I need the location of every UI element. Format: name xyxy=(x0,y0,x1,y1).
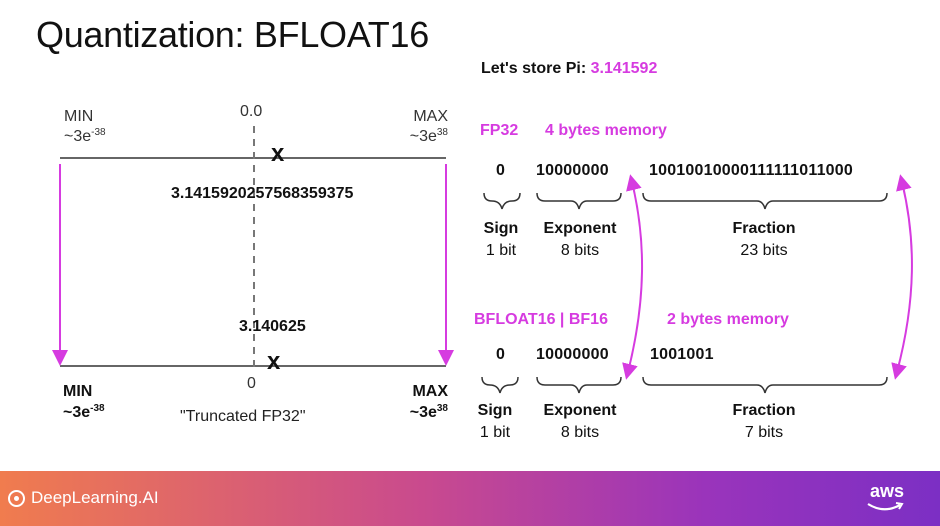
bf16-exponent-brace xyxy=(536,376,622,394)
fp32-sign-bits: 0 xyxy=(496,162,506,179)
bottom-max-label: MAX ~3e38 xyxy=(409,383,448,421)
bf16-stored-value: 3.140625 xyxy=(239,318,306,335)
bf16-fraction-bits: 1001001 xyxy=(650,346,714,363)
slide-title: Quantization: BFLOAT16 xyxy=(36,14,429,55)
top-max-label: MAX ~3e38 xyxy=(409,108,448,145)
top-zero-label: 0.0 xyxy=(240,103,263,120)
bf16-sign-bits: 0 xyxy=(496,346,506,363)
top-min-label: MIN ~3e-38 xyxy=(64,108,106,145)
fraction-link-arrow xyxy=(891,174,913,380)
aws-logo: aws xyxy=(869,481,904,501)
fp32-memory-size: 4 bytes memory xyxy=(545,122,667,139)
bottom-min-label: MIN ~3e-38 xyxy=(63,383,105,421)
footer-bar: DeepLearning.AI aws xyxy=(0,471,940,526)
bf16-exponent-bits: 10000000 xyxy=(536,346,609,363)
bf16-fraction-caption: Fraction 7 bits xyxy=(732,402,796,441)
fp32-sign-brace xyxy=(483,192,521,210)
bf16-exponent-caption: Exponent 8 bits xyxy=(543,402,617,441)
fp32-sign-caption: Sign 1 bit xyxy=(483,220,519,259)
aws-smile-icon xyxy=(867,502,904,511)
truncated-fp32-caption: "Truncated FP32" xyxy=(180,408,306,425)
bf16-memory-size: 2 bytes memory xyxy=(667,311,789,328)
deeplearning-logo-icon xyxy=(8,490,25,507)
exponent-link-arrow xyxy=(622,174,643,380)
fp32-fraction-caption: Fraction 23 bits xyxy=(732,220,796,259)
fp32-exponent-bits: 10000000 xyxy=(536,162,609,179)
fp32-exponent-caption: Exponent 8 bits xyxy=(543,220,617,259)
pi-value: 3.141592 xyxy=(590,60,658,77)
fp32-stored-value: 3.1415920257568359375 xyxy=(171,185,354,202)
bf16-sign-caption: Sign 1 bit xyxy=(477,402,513,441)
fp32-x-mark: x xyxy=(271,140,285,167)
fp32-exponent-brace xyxy=(536,192,622,210)
pi-statement: Let's store Pi: 3.141592 xyxy=(481,60,657,78)
fp32-fraction-bits: 10010010000111111011000 xyxy=(649,162,853,179)
bf16-x-mark: x xyxy=(267,348,281,375)
bf16-sign-brace xyxy=(481,376,519,394)
bf16-fraction-brace xyxy=(642,376,888,394)
bf16-format-name: BFLOAT16 | BF16 xyxy=(474,311,608,328)
bottom-zero-label: 0 xyxy=(247,375,256,392)
fp32-format-name: FP32 xyxy=(480,122,519,139)
pi-prefix: Let's store Pi: xyxy=(481,60,591,77)
deeplearning-ai-logo: DeepLearning.AI xyxy=(8,488,159,508)
fp32-fraction-brace xyxy=(642,192,888,210)
